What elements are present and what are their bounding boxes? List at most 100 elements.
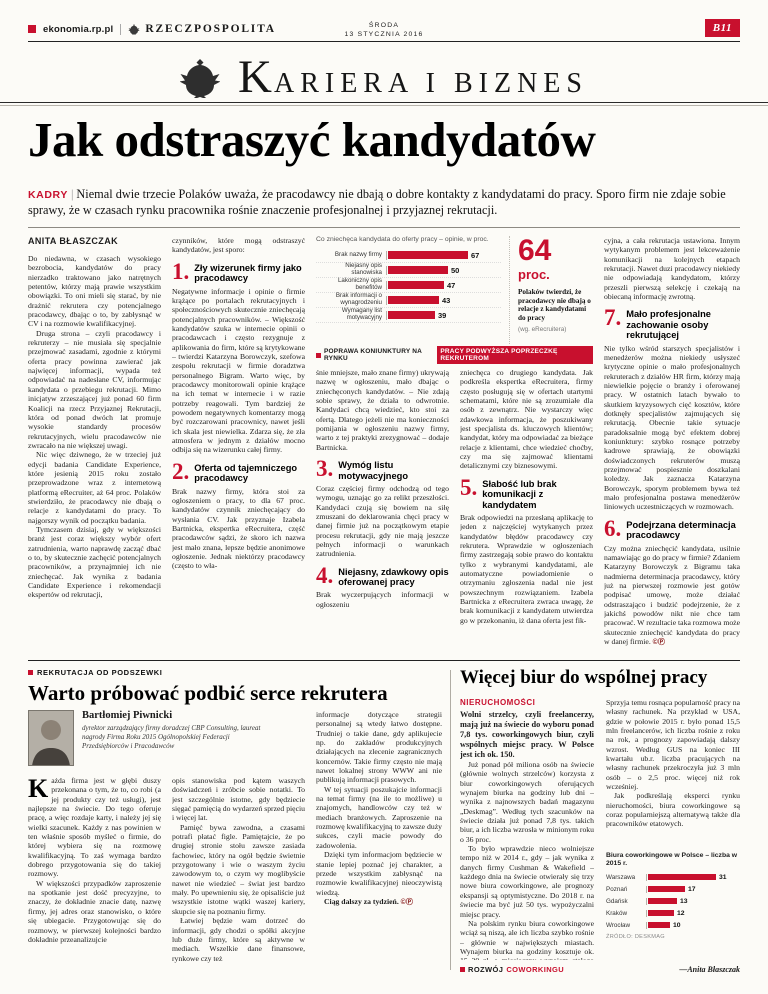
discouragement-chart: Co zniechęca kandydata do oferty pracy –… xyxy=(316,236,509,344)
bullet-square-icon xyxy=(316,352,321,358)
section-title: KARIERA I BIZNES xyxy=(238,50,588,104)
author-block: Bartłomiej Piwnicki dyrektor zarządzając… xyxy=(28,710,304,766)
issue-weekday: ŚRODA xyxy=(368,22,400,29)
left-article-column-c: informacje dotyczące strategii personaln… xyxy=(316,710,442,976)
article-column-5: cyjna, a cała rekrutacja ustawiona. Inny… xyxy=(604,236,740,656)
section-masthead: KARIERA I BIZNES xyxy=(0,50,768,104)
tip-body: Czy można zniechęcić kandydata, usilnie … xyxy=(604,544,740,647)
tip-1: 1. Zły wizerunek firmy jako pracodawcy N… xyxy=(172,260,305,455)
paragraph: W tej sytuacji poszukajcie informacji na… xyxy=(316,784,442,850)
bullet-square-icon xyxy=(460,967,465,972)
banner-highlight: PRACY PODWYŻSZA POPRZECZKĘ REKRUTEROM xyxy=(437,346,593,364)
chart-bar-track: 13 xyxy=(646,897,740,905)
tip-7: 7. Mało profesjonalne zachowanie osoby r… xyxy=(604,307,740,512)
right-article-column-left: NIERUCHOMOŚCI Wolni strzelcy, czyli free… xyxy=(460,698,594,960)
chart-bar xyxy=(648,910,674,917)
top-bar-left: ekonomia.rp.pl RZECZPOSPOLITA xyxy=(28,23,276,35)
eagle-icon xyxy=(180,59,221,98)
chart-bar-track: 17 xyxy=(646,885,740,893)
chart-category-label: Wrocław xyxy=(606,921,631,929)
right-article: Więcej biur do wspólnej pracy NIERUCHOMO… xyxy=(460,668,740,976)
chart-bar-row: Warszawa 31 xyxy=(606,871,740,883)
tip-number: 4. xyxy=(316,562,334,588)
chart-category-label: Wymagany list motywacyjny xyxy=(341,307,382,322)
brand-name: RZECZPOSPOLITA xyxy=(145,23,276,35)
author-info: Bartłomiej Piwnicki dyrektor zarządzając… xyxy=(82,710,267,766)
page-number-badge: B11 xyxy=(704,19,740,37)
chart-bar-row: Brak nazwy firmy 67 xyxy=(316,248,501,264)
chart-bar-row: Poznań 17 xyxy=(606,883,740,895)
left-article-column-b: opis stanowiska pod kątem waszych doświa… xyxy=(172,776,305,976)
chart-category-label: Kraków xyxy=(606,909,627,917)
paragraph: Jak podkreślają eksperci rynku nieruchom… xyxy=(606,791,740,829)
article-column-4: zniechęca co drugiego kandydata. Jak pod… xyxy=(460,368,593,656)
brand-wordmark: RZECZPOSPOLITA xyxy=(128,23,275,35)
bottom-section: REKRUTACJA OD PODSZEWKI Warto próbować p… xyxy=(28,664,740,980)
chart-value: 12 xyxy=(677,909,685,917)
paragraph: śnie mniejsze, mało znane firmy) ukrywaj… xyxy=(316,368,449,452)
chart-bar-row: Wymagany list motywacyjny 39 xyxy=(316,307,501,324)
paragraph-text: ażda firma jest w głębi duszy przekonana… xyxy=(28,776,161,879)
closing-text: Ciąg dalszy za tydzień. xyxy=(324,896,399,906)
author-bio: dyrektor zarządzający firmy doradczej CB… xyxy=(82,724,261,750)
footer-label-black: ROZWÓJ xyxy=(468,965,504,974)
chart-bar-track: 67 xyxy=(386,250,501,260)
chart-bar-track: 10 xyxy=(646,921,740,929)
byline: ANITA BŁASZCZAK xyxy=(28,236,118,246)
tip-body: Brak nazwy firmy, która stoi za ogłoszen… xyxy=(172,486,305,571)
tip-title: Zły wizerunek firmy jako pracodawcy xyxy=(194,262,302,284)
paragraph: Już ponad pół miliona osób na świecie (g… xyxy=(460,760,594,844)
chart-bar-row: Lakoniczny opis benefitów 47 xyxy=(316,277,501,294)
right-article-column-right: Sprzyja temu rosnąca popularność pracy n… xyxy=(606,698,740,848)
chart-bar-row: Niejasny opis stanowiska 50 xyxy=(316,262,501,279)
masthead-rule xyxy=(0,102,768,103)
tip-title: Podejrzana determinacja pracodawcy xyxy=(626,519,736,541)
chart-bar xyxy=(648,922,670,929)
chart-bar-track: 47 xyxy=(386,280,501,290)
chart-source: ŹRÓDŁO: DESKMAG xyxy=(606,934,665,941)
paragraph: zniechęca co drugiego kandydata. Jak pod… xyxy=(460,368,593,471)
bullet-square-icon xyxy=(28,670,33,675)
chart-bar xyxy=(388,296,439,305)
tip-title: Niejasny, zdawkowy opis oferowanej pracy xyxy=(338,566,449,588)
tip-title: Słabość lub brak komunikacji z kandydate… xyxy=(482,478,557,510)
chart-bar-track: 31 xyxy=(646,873,740,881)
issue-date-text: 13 STYCZNIA 2016 xyxy=(344,30,424,38)
lead-paragraph: Wolni strzelcy, czyli freelancerzy, mają… xyxy=(460,710,594,759)
masthead-rule-light xyxy=(0,105,768,106)
paragraph: Pamięć bywa zawodna, a czasami potrafi p… xyxy=(172,822,305,916)
chart-bar-row: Gdańsk 13 xyxy=(606,895,740,907)
chart-bar xyxy=(648,886,685,893)
left-article-headline: Warto próbować podbić serce rekrutera xyxy=(28,681,388,705)
chart-rows: Warszawa 31 Poznań 17 Gdańsk 13 Kraków 12 Wrocła… xyxy=(606,871,740,931)
attribution: —Anita Błaszczak xyxy=(679,965,740,974)
paragraph: informacje dotyczące strategii personaln… xyxy=(316,710,442,785)
chart-bar xyxy=(388,311,435,320)
stat-unit: proc. xyxy=(518,267,550,282)
tip-body: Brak wyczerpujących informacji w ogłosze… xyxy=(316,590,449,609)
deck-text: Niemal dwie trzecie Polaków uważa, że pr… xyxy=(28,187,726,217)
chart-bar-track: 39 xyxy=(386,310,501,320)
chart-bar-row: Kraków 12 xyxy=(606,907,740,919)
paragraph: Do niedawna, w czasach wysokiego bezrobo… xyxy=(28,254,161,329)
tip-title: Oferta od tajemniczego pracodawcy xyxy=(194,462,298,484)
article-column-2: czynników, które mogą odstraszyć kandyda… xyxy=(172,236,305,656)
section-title-rest: ARIERA I BIZNES xyxy=(273,68,588,99)
chart-rows: Brak nazwy firmy 67 Niejasny opis stanowis… xyxy=(316,248,501,324)
topic-label: NIERUCHOMOŚCI xyxy=(460,698,536,707)
stat-value: 64 xyxy=(518,234,552,267)
kicker-text: REKRUTACJA OD PODSZEWKI xyxy=(37,668,163,677)
chart-bar xyxy=(388,251,468,260)
chart-category-label: Gdańsk xyxy=(606,897,628,905)
top-bar: ekonomia.rp.pl RZECZPOSPOLITA ŚRODA 13 S… xyxy=(28,19,740,42)
author-name: Bartłomiej Piwnicki xyxy=(82,710,173,721)
chart-category-label: Warszawa xyxy=(606,873,636,881)
chart-bar-row: Wrocław 10 xyxy=(606,919,740,931)
main-headline: Jak odstraszyć kandydatów xyxy=(28,112,596,167)
chart-bar xyxy=(388,281,444,290)
article-end-mark: ©Ⓟ xyxy=(652,639,665,647)
deck: KADRY | Niemal dwie trzecie Polaków uważa,… xyxy=(28,187,740,218)
